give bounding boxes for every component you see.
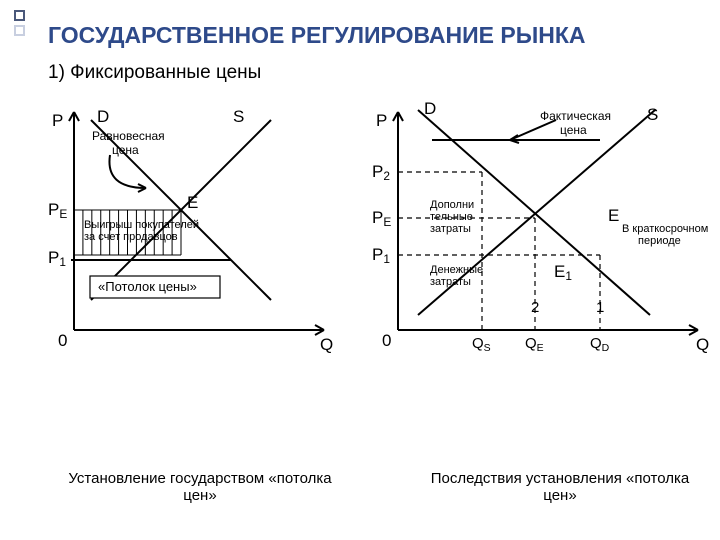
right-caption: Последствия установления «потолка цен» (420, 470, 700, 504)
right-chart: PQ0DSEE1PEP1P2QSQEQD21ФактическаяценаДоп… (370, 100, 720, 400)
svg-text:QS: QS (472, 335, 491, 354)
left-caption: Установление государством «потолка цен» (60, 470, 340, 504)
page-title: ГОСУДАРСТВЕННОЕ РЕГУЛИРОВАНИЕ РЫНКА (48, 22, 586, 49)
svg-text:E: E (608, 206, 619, 225)
left-svg: P Q 0 D S E PE P1 Равновеснаяцена «Потолок цены» В… (36, 100, 356, 400)
svg-text:0: 0 (58, 331, 67, 350)
svg-text:Денежныезатраты: Денежныезатраты (430, 264, 483, 288)
svg-text:QD: QD (590, 335, 610, 354)
svg-text:1: 1 (596, 299, 604, 316)
svg-text:Выигрыш покупателейза счет про: Выигрыш покупателейза счет продавцов (84, 219, 199, 243)
svg-text:Q: Q (320, 335, 333, 354)
svg-text:QE: QE (525, 335, 544, 354)
svg-text:S: S (647, 105, 658, 124)
left-chart: P Q 0 D S E PE P1 Равновеснаяцена «Потолок цены» В… (36, 100, 356, 400)
svg-text:2: 2 (531, 299, 539, 316)
svg-text:Q: Q (696, 335, 709, 354)
svg-text:D: D (97, 107, 109, 126)
svg-text:В краткосрочномпериоде: В краткосрочномпериоде (622, 223, 708, 247)
right-svg: PQ0DSEE1PEP1P2QSQEQD21ФактическаяценаДоп… (370, 100, 720, 400)
svg-text:E1: E1 (554, 262, 572, 283)
svg-text:PE: PE (372, 208, 391, 229)
svg-text:P2: P2 (372, 162, 390, 183)
svg-text:Равновеснаяцена: Равновеснаяцена (92, 129, 165, 157)
svg-text:P: P (52, 111, 63, 130)
svg-text:0: 0 (382, 331, 391, 350)
corner-bullets (14, 10, 25, 40)
svg-text:P: P (376, 111, 387, 130)
svg-text:D: D (424, 99, 436, 118)
svg-text:P1: P1 (48, 248, 66, 269)
svg-text:«Потолок цены»: «Потолок цены» (98, 279, 197, 294)
svg-text:Дополнительныезатраты: Дополнительныезатраты (430, 199, 474, 235)
svg-text:P1: P1 (372, 245, 390, 266)
bullet-dark (14, 10, 25, 21)
svg-text:S: S (233, 107, 244, 126)
svg-text:PE: PE (48, 200, 67, 221)
page-subtitle: 1) Фиксированные цены (48, 62, 261, 84)
bullet-light (14, 25, 25, 36)
svg-text:E: E (187, 193, 198, 212)
